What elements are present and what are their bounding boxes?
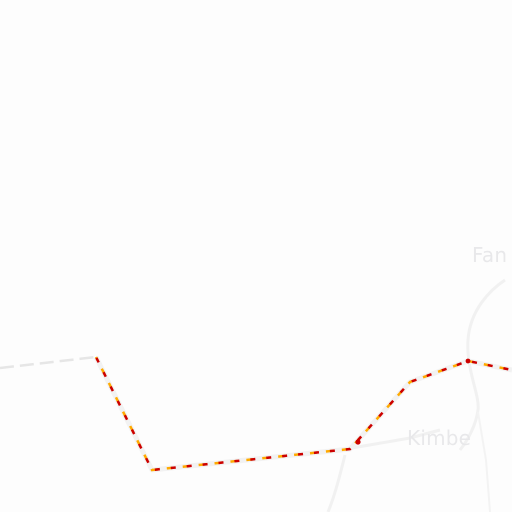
road-fan-kimbe xyxy=(458,278,506,451)
road-east xyxy=(477,411,491,512)
route-dash-red xyxy=(94,356,512,472)
route-casing xyxy=(93,355,512,473)
boundary-line xyxy=(0,355,97,370)
road-south xyxy=(326,454,347,512)
route-node xyxy=(465,358,471,364)
route-node xyxy=(355,439,361,445)
place-label-kimbe[interactable]: Kimbe xyxy=(407,426,472,450)
place-label-fan[interactable]: Fan xyxy=(472,243,508,267)
road-kimbe-south xyxy=(351,428,441,450)
